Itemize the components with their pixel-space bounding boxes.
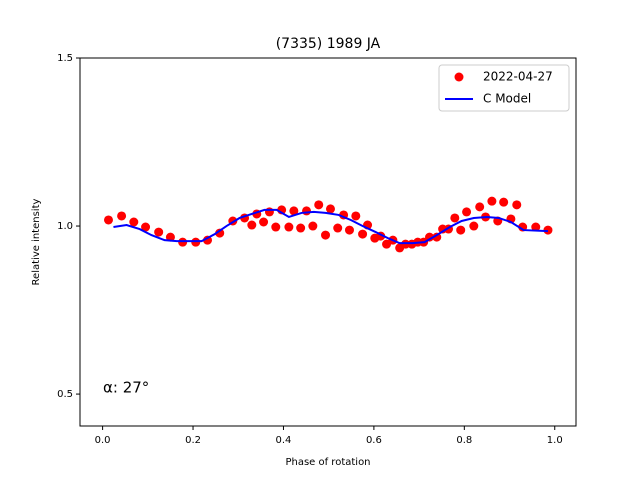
y-axis-label: Relative intensity [31,198,42,285]
data-point [129,217,139,227]
data-point [191,237,201,247]
data-point [264,207,274,217]
data-point [499,197,509,207]
data-point [333,223,343,233]
data-point [358,229,368,239]
data-point [401,239,411,249]
x-tick-label: 0.4 [276,435,292,446]
data-point [284,222,294,232]
data-point [487,196,497,206]
data-point [475,202,485,212]
model-line [113,208,549,245]
data-point [308,221,318,231]
data-point [321,230,331,240]
data-point [543,225,553,235]
x-tick-label: 1.0 [547,435,563,446]
chart-title: (7335) 1989 JA [276,36,381,52]
data-point [302,206,312,216]
data-point [259,217,269,227]
data-point [456,225,466,235]
data-point [165,232,175,242]
x-tick-label: 0.6 [366,435,382,446]
data-point [117,211,127,221]
x-tick-label: 0.2 [185,435,201,446]
data-point [512,200,522,210]
data-point [289,206,299,216]
data-point [154,227,164,237]
data-point [141,222,151,232]
data-point [344,225,354,235]
data-point [351,211,361,221]
data-point [450,213,460,223]
data-point [325,204,335,214]
data-point [469,221,479,231]
data-point [103,215,113,225]
data-point [531,222,541,232]
x-tick-label: 0.8 [456,435,472,446]
data-point [178,237,188,247]
y-tick-label: 1.5 [57,53,73,64]
y-tick-label: 0.5 [57,389,73,400]
x-tick-label: 0.0 [95,435,111,446]
y-tick-label: 1.0 [57,221,73,232]
data-point [314,200,324,210]
data-point [271,222,281,232]
annotation: α: 27° [103,379,149,397]
data-point [462,207,472,217]
legend-marker [454,72,464,82]
legend-label: C Model [483,92,531,106]
legend-label: 2022-04-27 [483,70,553,84]
x-axis-label: Phase of rotation [285,457,370,468]
data-point [296,223,306,233]
data-point [247,220,257,230]
data-point [215,228,225,238]
data-point [425,232,435,242]
plot-frame [79,57,577,427]
